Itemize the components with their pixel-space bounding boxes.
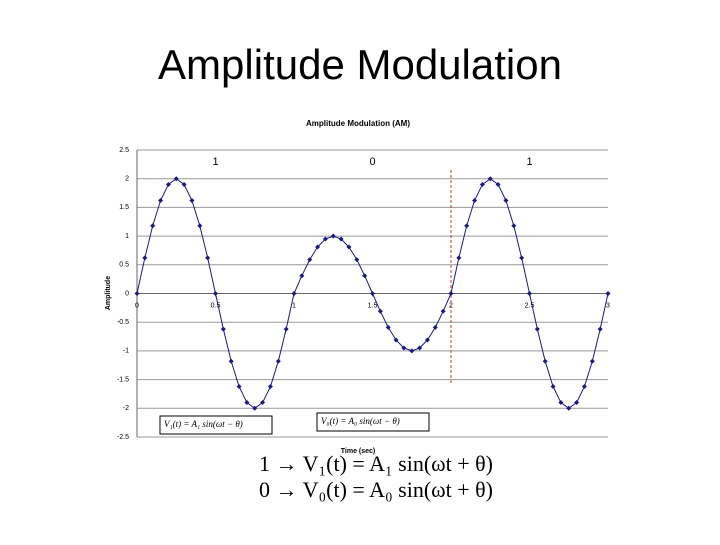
data-point — [205, 255, 211, 261]
x-tick-label: 0.5 — [211, 302, 221, 309]
y-tick-label: 2.5 — [119, 147, 129, 154]
equation: 1 → V₁(t) = A₁ sin(ωt + θ) — [259, 451, 493, 476]
x-tick-label: 2.5 — [525, 302, 535, 309]
data-point — [440, 308, 446, 314]
data-point — [158, 198, 164, 204]
data-point — [409, 348, 415, 354]
data-point — [495, 181, 501, 187]
data-point — [244, 400, 250, 406]
data-point — [385, 324, 391, 330]
y-tick-label: 0 — [125, 290, 129, 297]
x-tick-label: 3 — [606, 302, 610, 309]
x-tick-label: 1 — [292, 302, 296, 309]
data-point — [275, 358, 281, 364]
data-point — [267, 383, 273, 389]
data-point — [472, 198, 478, 204]
data-point — [377, 308, 383, 314]
data-point — [417, 345, 423, 351]
data-point — [150, 223, 156, 229]
data-point — [322, 236, 328, 242]
data-point — [432, 324, 438, 330]
data-point — [260, 400, 266, 406]
formula: V₀(t) = A₀ sin(ωt − θ) — [321, 416, 400, 426]
data-point — [424, 337, 430, 343]
data-point — [542, 358, 548, 364]
data-point — [228, 358, 234, 364]
y-tick-label: -2 — [123, 405, 129, 412]
data-point — [338, 236, 344, 242]
data-point — [189, 198, 195, 204]
data-point — [597, 326, 603, 332]
data-point — [252, 405, 258, 411]
y-tick-label: 2 — [125, 176, 129, 183]
data-point — [299, 273, 305, 279]
x-tick-label: 1.5 — [368, 302, 378, 309]
data-point — [503, 198, 509, 204]
data-point — [534, 326, 540, 332]
data-point — [173, 176, 179, 182]
slide-title: Amplitude Modulation — [158, 41, 562, 88]
equation: 0 → V₀(t) = A₀ sin(ωt + θ) — [259, 477, 493, 502]
data-point — [134, 291, 140, 296]
data-point — [581, 383, 587, 389]
formula: V₁(t) = A₁ sin(ωt − θ) — [164, 419, 243, 429]
data-point — [197, 223, 203, 229]
bit-label: 1 — [212, 156, 218, 168]
y-tick-label: 1 — [125, 233, 129, 240]
data-point — [181, 181, 187, 187]
data-point — [487, 176, 493, 182]
y-tick-label: -2.5 — [117, 434, 129, 441]
data-point — [236, 383, 242, 389]
data-point — [307, 257, 313, 263]
data-point — [456, 255, 462, 261]
data-point — [291, 291, 297, 296]
data-point — [605, 291, 611, 296]
data-point — [165, 181, 171, 187]
data-point — [566, 405, 572, 411]
data-point — [354, 257, 360, 263]
data-point — [550, 383, 556, 389]
data-point — [401, 345, 407, 351]
y-tick-label: 0.5 — [119, 262, 129, 269]
data-point — [346, 244, 352, 250]
data-point — [511, 223, 517, 229]
data-point — [574, 400, 580, 406]
chart-title: Amplitude Modulation (AM) — [306, 119, 410, 128]
data-point — [362, 273, 368, 279]
data-point — [220, 326, 226, 332]
y-tick-label: -0.5 — [117, 319, 129, 326]
data-point — [370, 291, 375, 296]
y-tick-label: 1.5 — [119, 204, 129, 211]
data-point — [393, 337, 399, 343]
data-point — [315, 244, 321, 250]
bit-label: 0 — [369, 156, 375, 168]
data-point — [283, 326, 289, 332]
data-point — [142, 255, 148, 261]
bit-label: 1 — [526, 156, 532, 168]
y-tick-label: -1.5 — [117, 376, 129, 383]
x-axis-label: Time (sec) — [341, 448, 376, 455]
data-point — [589, 358, 595, 364]
data-point — [330, 233, 336, 239]
data-point — [448, 291, 454, 296]
data-point — [527, 291, 532, 296]
data-point — [213, 291, 218, 296]
data-point — [464, 223, 470, 229]
data-point — [519, 255, 525, 261]
y-axis-label: Amplitude — [105, 276, 112, 310]
x-tick-label: 0 — [135, 302, 139, 309]
data-point — [558, 400, 564, 406]
y-tick-label: -1 — [123, 348, 129, 355]
data-point — [479, 181, 485, 187]
formula-box — [159, 415, 273, 435]
chart-frame — [99, 111, 617, 461]
formula-box — [316, 412, 430, 432]
